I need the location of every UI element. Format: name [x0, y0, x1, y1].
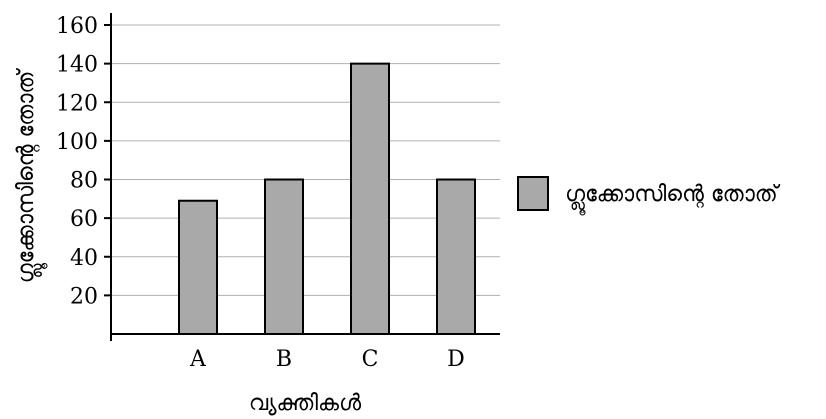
- x-tick-label: A: [189, 347, 207, 372]
- x-tick-labels: A B C D: [189, 347, 465, 372]
- axes: [110, 13, 500, 341]
- y-axis-label: ഗ്ലൂക്കോസിന്റെ തോത്: [14, 68, 47, 284]
- bar-A: [178, 199, 218, 335]
- x-tick-label: D: [447, 347, 465, 372]
- x-tick-label: B: [276, 347, 292, 372]
- x-tick-label: C: [362, 347, 379, 372]
- y-tick-label: 80: [70, 169, 98, 194]
- bars: [178, 62, 476, 335]
- y-tick-label: 40: [70, 246, 98, 271]
- grid-lines: [111, 24, 500, 296]
- legend-label: ഗ്ലൂക്കോസിന്റെ തോത്: [565, 182, 781, 215]
- y-tick-label: 140: [56, 53, 98, 78]
- x-axis-label: വ്യക്തികൾ: [249, 391, 362, 416]
- y-tick-label: 100: [56, 130, 98, 155]
- legend-swatch: [517, 176, 549, 211]
- y-tick-label: 120: [56, 91, 98, 116]
- legend: ഗ്ലൂക്കോസിന്റെ തോത്: [517, 176, 781, 215]
- y-tick-labels: 20 40 60 80 100 120 140 160: [56, 14, 111, 309]
- y-tick-label: 60: [70, 207, 98, 232]
- bar-D: [436, 178, 476, 335]
- bar-C: [350, 62, 390, 335]
- y-tick-label: 20: [70, 284, 98, 309]
- bar-B: [264, 178, 304, 335]
- y-tick-label: 160: [56, 14, 98, 39]
